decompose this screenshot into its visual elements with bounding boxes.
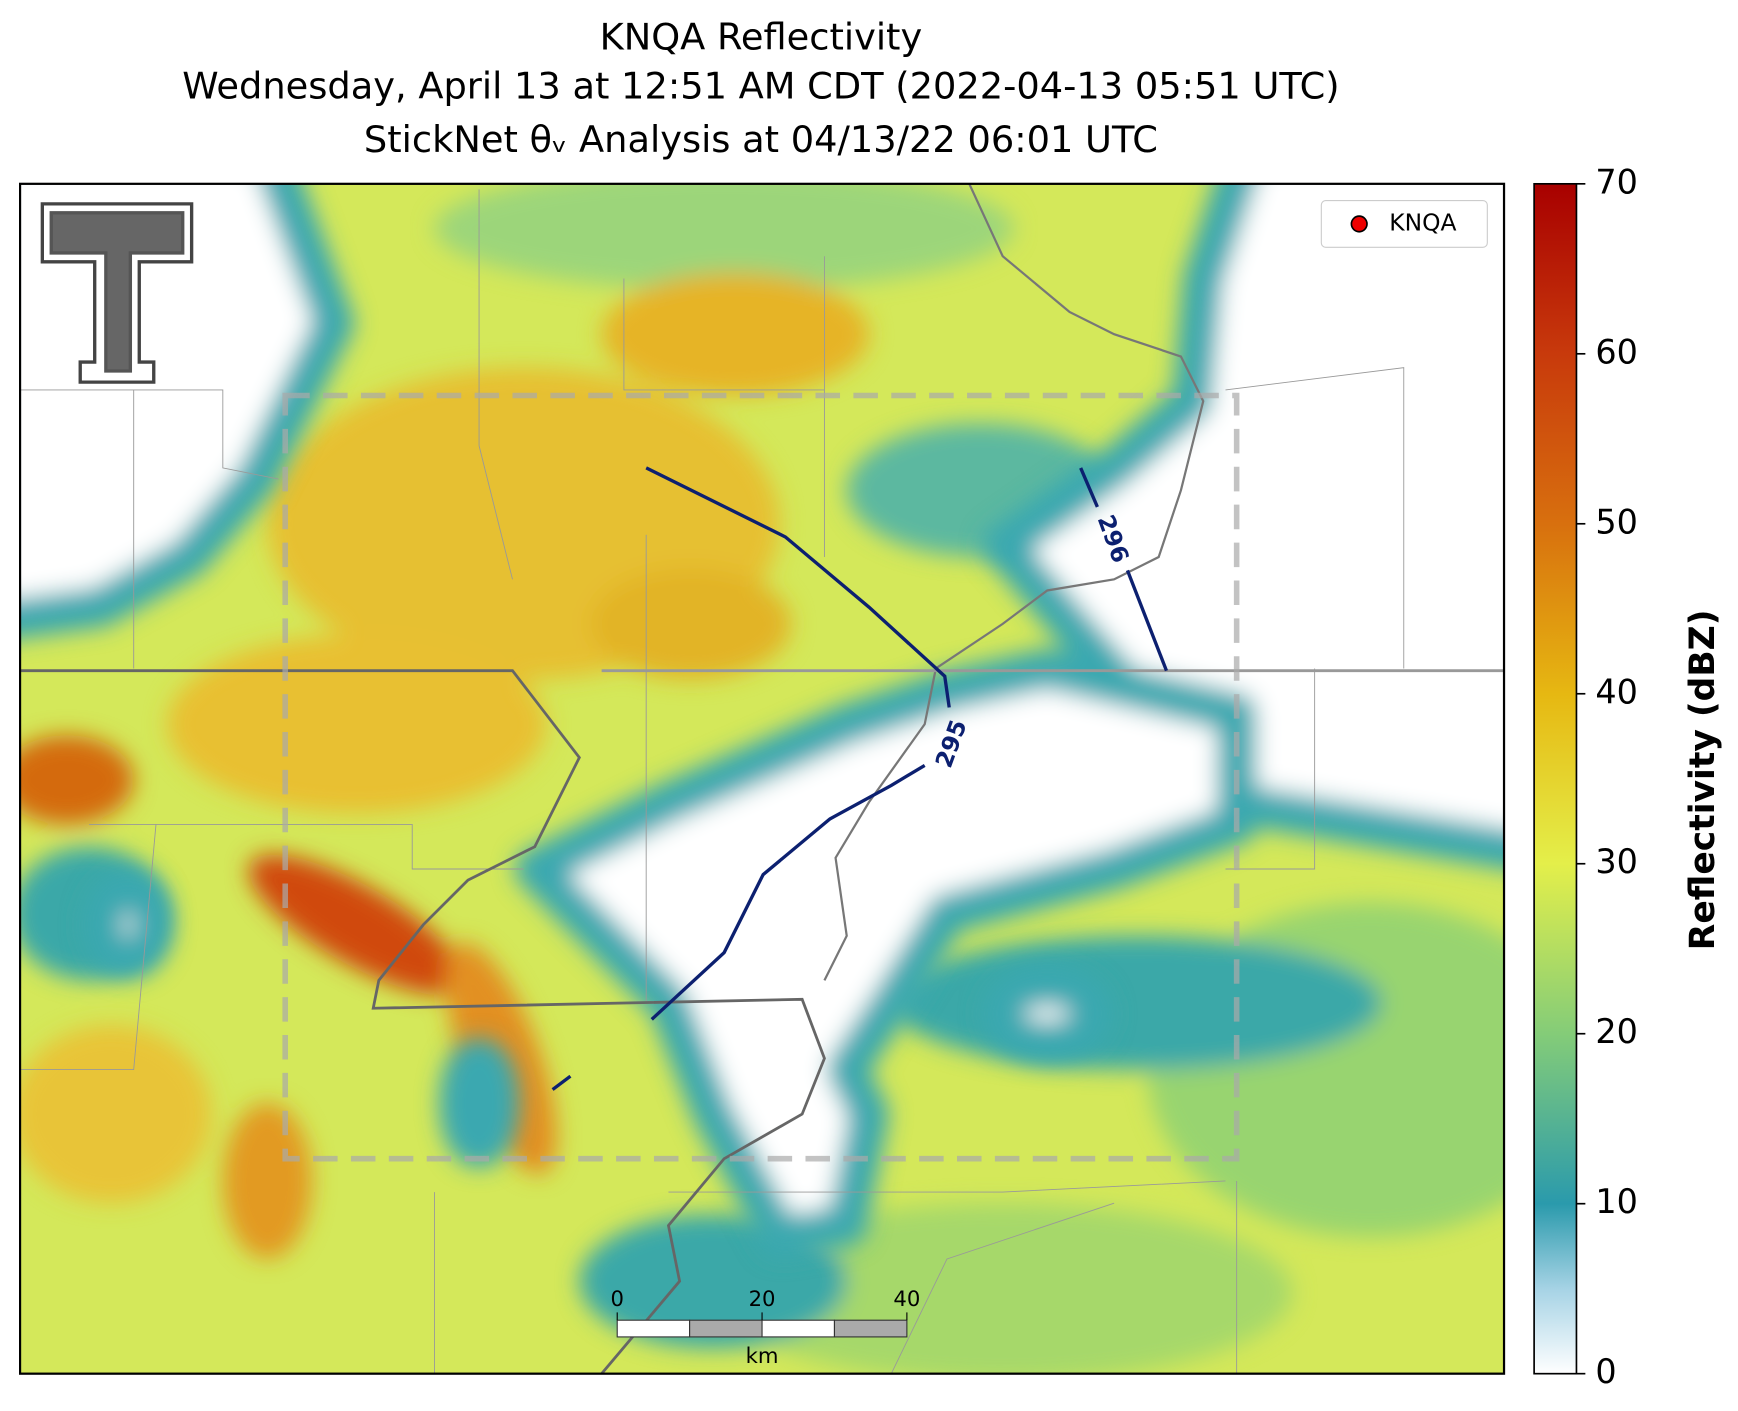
colorbar-tick-label: 50: [1595, 502, 1638, 541]
colorbar-tick-label: 0: [1595, 1352, 1616, 1391]
scale-bar: km 0 20 40: [610, 1286, 920, 1368]
radar-map: 295 296 km 0 20 40: [20, 183, 1505, 1374]
scale-tick-label: 20: [749, 1286, 776, 1311]
colorbar-tick-label: 70: [1595, 162, 1638, 201]
title-line: StickNet θᵥ Analysis at 04/13/22 06:01 U…: [364, 118, 1158, 161]
scale-tick-label: 0: [610, 1286, 623, 1311]
colorbar-tick-label: 30: [1595, 842, 1638, 881]
legend-label: KNQA: [1389, 208, 1456, 236]
logo: [40, 202, 194, 384]
colorbar-label: Reflectivity (dBZ): [1683, 610, 1723, 951]
scale-tick-label: 40: [893, 1286, 920, 1311]
scale-unit: km: [746, 1343, 779, 1368]
colorbar-tick-label: 40: [1595, 672, 1638, 711]
colorbar-tick-label: 10: [1595, 1182, 1638, 1221]
colorbar-tick-label: 60: [1595, 332, 1638, 371]
title-line: KNQA Reflectivity: [600, 15, 923, 58]
legend-marker: [1350, 215, 1368, 233]
map-frame: [18, 182, 1506, 1375]
colorbar-tick-label: 20: [1595, 1012, 1638, 1051]
colorbar: [1533, 182, 1578, 1375]
title-line: Wednesday, April 13 at 12:51 AM CDT (202…: [182, 65, 1339, 108]
legend: KNQA: [1320, 199, 1488, 248]
